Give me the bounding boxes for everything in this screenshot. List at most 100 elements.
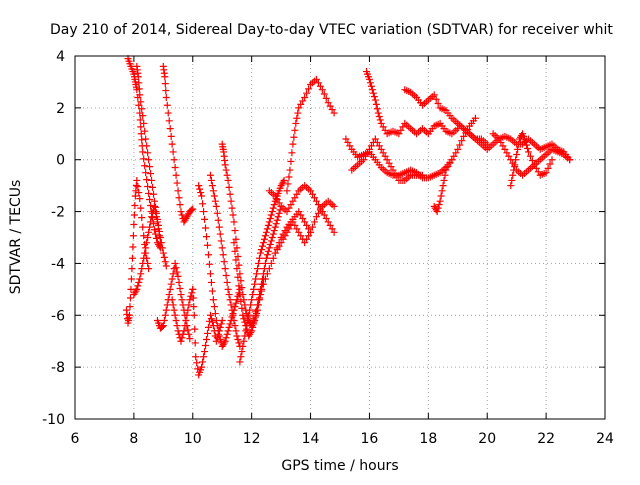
data-point: [133, 285, 141, 293]
data-point: [208, 182, 216, 190]
data-point: [239, 342, 247, 350]
data-point: [178, 296, 186, 304]
data-point: [126, 294, 134, 302]
data-point: [263, 270, 271, 278]
data-point: [511, 161, 519, 169]
data-point: [366, 79, 374, 87]
data-point: [139, 259, 147, 267]
data-point: [542, 169, 550, 177]
series-track-13: [236, 176, 288, 366]
data-point: [256, 254, 264, 262]
data-point: [137, 204, 145, 212]
data-point: [191, 339, 199, 347]
data-point: [322, 94, 330, 102]
data-point: [370, 93, 378, 101]
data-point: [241, 301, 249, 309]
data-point: [216, 230, 224, 238]
data-point: [220, 339, 228, 347]
data-point: [229, 211, 237, 219]
data-point: [265, 244, 273, 252]
data-point: [148, 176, 156, 184]
data-point: [176, 201, 184, 209]
data-point: [254, 301, 262, 309]
data-point: [270, 201, 278, 209]
data-point: [265, 218, 273, 226]
data-point: [219, 251, 227, 259]
data-point: [226, 320, 234, 328]
data-point: [135, 278, 143, 286]
data-point: [168, 140, 176, 148]
data-point: [192, 353, 200, 361]
data-point: [330, 202, 338, 210]
data-point: [289, 140, 297, 148]
y-axis-label: SDTVAR / TECUs: [8, 180, 24, 295]
data-point: [211, 310, 219, 318]
data-point: [165, 117, 173, 125]
data-point: [151, 226, 158, 234]
data-point: [257, 287, 265, 295]
data-point: [221, 161, 229, 169]
series-track-15: [271, 197, 338, 257]
data-point: [290, 133, 298, 141]
data-point: [214, 216, 222, 224]
data-point: [127, 275, 135, 283]
data-point: [212, 337, 220, 345]
data-point: [189, 285, 197, 293]
data-point: [250, 315, 258, 323]
data-point: [232, 256, 240, 264]
data-point: [202, 224, 210, 232]
data-point: [178, 334, 186, 342]
data-point: [225, 291, 233, 299]
data-point: [371, 96, 379, 104]
data-point: [233, 265, 241, 273]
data-point: [245, 311, 253, 319]
data-point: [222, 166, 230, 174]
data-point: [161, 80, 169, 88]
data-point: [161, 73, 169, 81]
data-point: [217, 320, 225, 328]
data-point: [207, 176, 215, 184]
data-point: [238, 304, 246, 312]
data-point: [126, 303, 134, 311]
data-point: [171, 259, 179, 267]
data-point: [210, 192, 218, 200]
data-point: [238, 284, 246, 292]
data-point: [255, 296, 263, 304]
series-track-9: [195, 182, 244, 350]
data-point: [216, 335, 224, 343]
data-point: [151, 230, 159, 238]
data-point: [280, 176, 288, 184]
data-point: [374, 109, 382, 117]
data-point: [259, 280, 267, 288]
data-point: [294, 109, 302, 117]
data-point: [288, 149, 296, 157]
data-point: [141, 127, 149, 135]
data-point: [441, 171, 449, 179]
data-point: [434, 100, 442, 108]
y-tick-label: -10: [42, 412, 65, 428]
data-point: [217, 237, 225, 245]
data-point: [208, 287, 216, 295]
data-point: [167, 132, 175, 140]
data-point: [222, 272, 230, 280]
data-point: [146, 195, 154, 203]
y-tick-label: 2: [56, 101, 65, 117]
x-axis-label: GPS time / hours: [281, 458, 398, 474]
data-point: [251, 280, 259, 288]
data-point: [292, 119, 300, 127]
data-point: [508, 176, 516, 184]
data-point: [145, 265, 153, 273]
data-point: [140, 232, 148, 240]
data-point: [145, 228, 153, 236]
data-point: [128, 254, 136, 262]
data-point: [233, 296, 241, 304]
data-point: [212, 202, 220, 210]
y-tick-label: -6: [51, 308, 65, 324]
data-point: [137, 270, 145, 278]
data-point: [150, 190, 158, 198]
data-point: [150, 220, 158, 228]
data-point: [174, 327, 182, 335]
data-point: [177, 291, 185, 299]
data-point: [369, 89, 377, 97]
series-track-4: [130, 202, 164, 299]
